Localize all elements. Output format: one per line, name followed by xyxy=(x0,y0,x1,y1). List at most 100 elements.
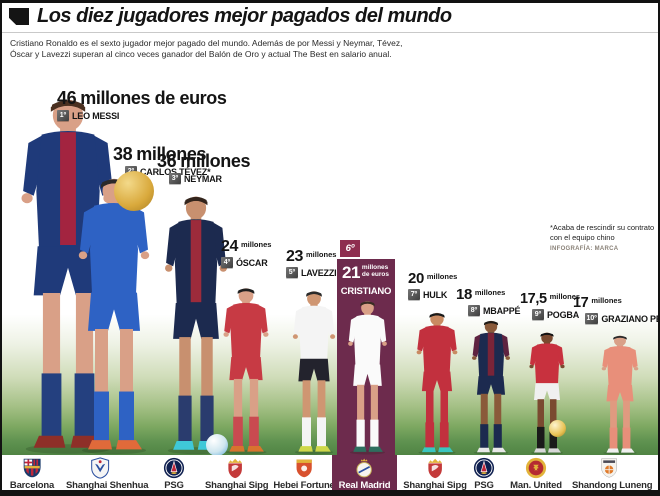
player-left-sock xyxy=(609,427,618,449)
player-figure-graphic xyxy=(601,335,639,455)
football-oscar xyxy=(206,434,228,456)
player-left-sock xyxy=(302,417,311,447)
player-head xyxy=(307,291,321,306)
club-cell-barcelona: Barcelona xyxy=(4,455,60,490)
player-name: LAVEZZI xyxy=(301,267,337,278)
player-right-boot xyxy=(247,445,264,452)
subtitle: Cristiano Ronaldo es el sexto jugador me… xyxy=(10,38,470,60)
club-name: Shanghai Sipg xyxy=(403,480,467,491)
club-name: Man. United xyxy=(510,480,562,491)
psg-logo xyxy=(473,457,495,479)
player-right-sock xyxy=(549,426,557,449)
player-shorts xyxy=(421,371,453,392)
player-shirt-stripe xyxy=(108,204,120,292)
player-shirt-stripe xyxy=(544,344,550,383)
rank-badge: 10º xyxy=(585,313,599,324)
club-cell-shandong: Shandong Luneng xyxy=(572,455,653,490)
club-name: PSG xyxy=(164,480,184,491)
football-pogba xyxy=(549,420,566,437)
barcelona-logo xyxy=(23,458,41,478)
player-hair xyxy=(430,314,444,317)
player-figure-tevez xyxy=(64,175,164,455)
footnote-line-1: *Acaba de rescindir su contrato xyxy=(550,223,655,232)
player-figure-lavezzi xyxy=(284,289,344,455)
player-name: CARLOS TÉVEZ* xyxy=(140,166,211,177)
player-shorts xyxy=(534,383,560,401)
salary-amount: 21 xyxy=(342,263,360,282)
player-left-leg xyxy=(357,384,365,423)
player-right-sock xyxy=(119,391,134,441)
player-left-leg xyxy=(537,399,544,429)
rank-badge: 5º xyxy=(286,267,298,278)
player-shirt-stripe xyxy=(617,347,623,385)
player-left-leg xyxy=(610,400,617,430)
footnote-line-2: con el equipo chino xyxy=(550,232,615,242)
player-head xyxy=(484,320,498,333)
real-madrid-logo xyxy=(356,458,373,478)
player-left-boot xyxy=(173,441,195,450)
salary-value: 38 millones xyxy=(113,144,207,164)
player-shorts xyxy=(353,364,382,386)
player-head xyxy=(541,332,553,344)
player-head xyxy=(361,301,374,315)
player-shorts xyxy=(173,303,219,339)
player-figure-neymar xyxy=(152,193,240,455)
player-shirt xyxy=(230,302,262,358)
player-name: GRAZIANO PELLÈ xyxy=(601,313,658,324)
player-right-sock xyxy=(370,419,379,448)
player-left-sock xyxy=(233,416,243,447)
rank-badge: 8º xyxy=(468,305,480,316)
player-left-leg xyxy=(42,293,61,380)
label-mbappe: 18 millones 8º MBAPPÉ xyxy=(456,286,521,316)
shandong-luneng-logo xyxy=(601,458,617,478)
salary-value: 17,5 millones xyxy=(520,291,581,307)
salary-value: 24 millones xyxy=(221,238,272,255)
player-shirt-stripe xyxy=(190,220,202,303)
player-left-leg xyxy=(480,393,488,427)
player-right-sock xyxy=(439,422,449,448)
player-hair xyxy=(185,199,207,204)
player-shirt xyxy=(423,325,451,372)
player-head xyxy=(185,196,207,220)
club-name: Shanghai Sipg xyxy=(205,480,269,491)
label-neymar: 36 millones 3º NEYMAR xyxy=(157,151,250,184)
rank-badge: 9º xyxy=(532,309,544,320)
label-messi: 46 millones de euros 1º LEO MESSI xyxy=(57,88,227,121)
player-left-boot xyxy=(298,446,313,452)
player-right-boot xyxy=(492,447,507,453)
player-head xyxy=(614,335,626,347)
club-name: Hebei Fortune xyxy=(273,480,335,491)
player-name: HULK xyxy=(423,289,448,300)
player-hair xyxy=(484,322,498,325)
man-united-logo xyxy=(525,457,547,479)
player-shirt-stripe xyxy=(60,132,76,245)
player-shirt-stripe xyxy=(487,333,495,376)
player-head xyxy=(430,312,444,326)
player-left-sock xyxy=(480,424,489,449)
salary-value: 18 millones xyxy=(456,286,506,303)
page-title: Los diez jugadores mejor pagados del mun… xyxy=(37,5,452,27)
player-right-leg xyxy=(623,400,630,430)
player-right-boot xyxy=(621,448,635,453)
player-shirt-stripe xyxy=(434,326,441,371)
club-cell-shenhua: Shanghai Shenhua xyxy=(66,455,149,490)
psg-logo xyxy=(163,457,185,479)
shanghai-sipg-logo xyxy=(228,458,242,479)
player-name: MBAPPÉ xyxy=(483,305,521,316)
footnote: *Acaba de rescindir su contrato con el e… xyxy=(550,223,658,243)
player-shirt xyxy=(535,343,559,384)
infographic-credit: INFOGRAFÍA: MARCA xyxy=(550,246,619,252)
player-left-leg xyxy=(425,390,434,425)
shanghai-shenhua-logo xyxy=(91,457,109,479)
player-right-leg xyxy=(120,329,133,397)
player-figure-mbappe xyxy=(464,319,518,455)
player-figure-graphic xyxy=(292,291,336,455)
player-left-boot xyxy=(353,446,367,452)
club-cell-psg: PSG xyxy=(146,455,202,491)
player-left-boot xyxy=(88,440,112,450)
salary-value: 20 millones xyxy=(408,270,458,287)
player-left-sock xyxy=(537,426,545,449)
player-hair xyxy=(613,336,627,339)
club-cell-sipg: Shanghai Sipg xyxy=(205,455,269,491)
